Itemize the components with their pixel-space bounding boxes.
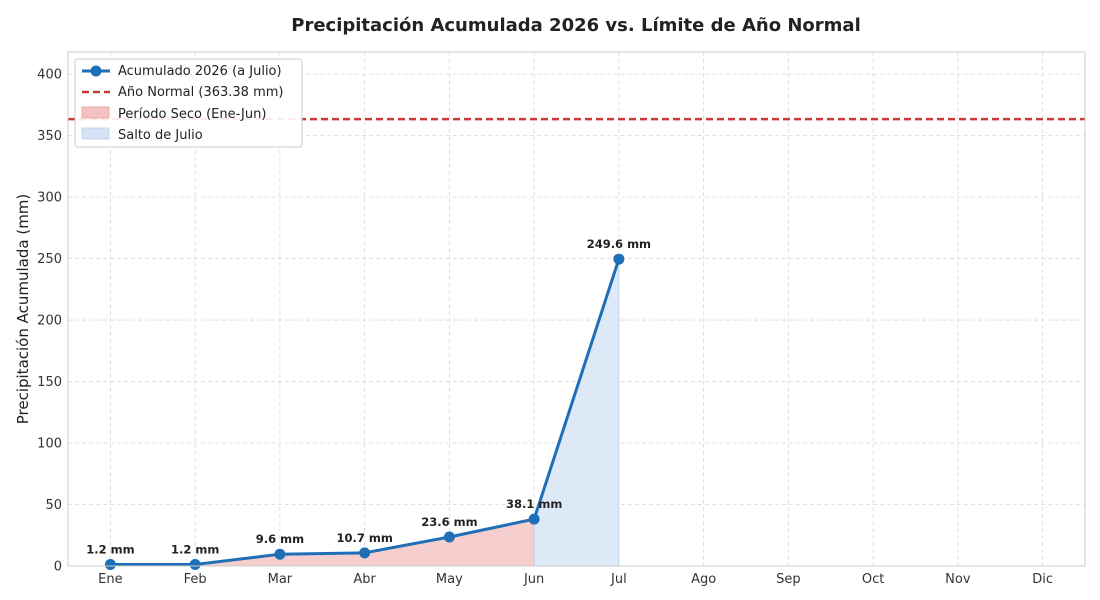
x-tick-label: Oct xyxy=(862,572,884,587)
x-tick-label: Sep xyxy=(776,572,801,587)
chart-title: Precipitación Acumulada 2026 vs. Límite … xyxy=(291,15,861,36)
plot-frame xyxy=(67,51,1086,567)
y-tick-label: 250 xyxy=(37,252,62,267)
y-tick-label: 100 xyxy=(37,437,62,452)
legend-series-label: Acumulado 2026 (a Julio) xyxy=(118,64,282,79)
data-label: 38.1 mm xyxy=(506,497,562,511)
series-layer xyxy=(104,253,625,571)
y-tick-label: 150 xyxy=(37,375,62,390)
legend-july-jump-label: Salto de Julio xyxy=(118,128,203,143)
legend-july-jump-swatch xyxy=(81,127,110,140)
data-point xyxy=(528,513,540,525)
data-point xyxy=(104,559,116,571)
legend: Acumulado 2026 (a Julio) Año Normal (363… xyxy=(74,58,303,148)
july-jump-area xyxy=(533,258,620,567)
y-tick-label: 300 xyxy=(37,191,62,206)
x-tick-label: Ago xyxy=(691,572,716,587)
data-point xyxy=(359,547,371,559)
x-tick-label: Feb xyxy=(184,572,207,587)
data-point xyxy=(443,531,455,543)
data-label: 9.6 mm xyxy=(256,532,304,546)
x-tick-label: Jun xyxy=(523,572,544,587)
legend-series-marker xyxy=(90,65,102,77)
y-tick-label: 400 xyxy=(37,68,62,83)
data-label: 23.6 mm xyxy=(421,515,477,529)
x-tick-label: Jul xyxy=(610,572,627,587)
data-label: 10.7 mm xyxy=(336,531,392,545)
y-tick-label: 350 xyxy=(37,129,62,144)
legend-dry-period-swatch xyxy=(81,106,110,119)
legend-reference-label: Año Normal (363.38 mm) xyxy=(118,85,283,100)
data-label: 249.6 mm xyxy=(587,237,651,251)
x-tick-label: Nov xyxy=(945,572,971,587)
data-label: 1.2 mm xyxy=(171,543,219,557)
x-tick-label: Ene xyxy=(98,572,122,587)
data-point xyxy=(613,253,625,265)
y-tick-label: 200 xyxy=(37,314,62,329)
legend-box xyxy=(74,58,303,148)
y-tick-label: 50 xyxy=(45,498,62,513)
tick-labels: Ene Feb Mar Abr May Jun Jul Ago Sep Oct Nov Dic 0 50 1… xyxy=(37,68,1053,587)
x-tick-label: May xyxy=(436,572,463,587)
y-axis-label: Precipitación Acumulada (mm) xyxy=(14,194,32,425)
x-tick-label: Mar xyxy=(268,572,293,587)
legend-dry-period-label: Período Seco (Ene-Jun) xyxy=(118,107,266,122)
data-labels: 1.2 mm 1.2 mm 9.6 mm 10.7 mm 23.6 mm 38.1 mm 2… xyxy=(86,237,651,556)
x-tick-label: Dic xyxy=(1032,572,1053,587)
data-point xyxy=(189,559,201,571)
data-label: 1.2 mm xyxy=(86,543,134,557)
y-tick-label: 0 xyxy=(54,560,62,575)
data-point xyxy=(274,548,286,560)
x-tick-label: Abr xyxy=(353,572,376,587)
